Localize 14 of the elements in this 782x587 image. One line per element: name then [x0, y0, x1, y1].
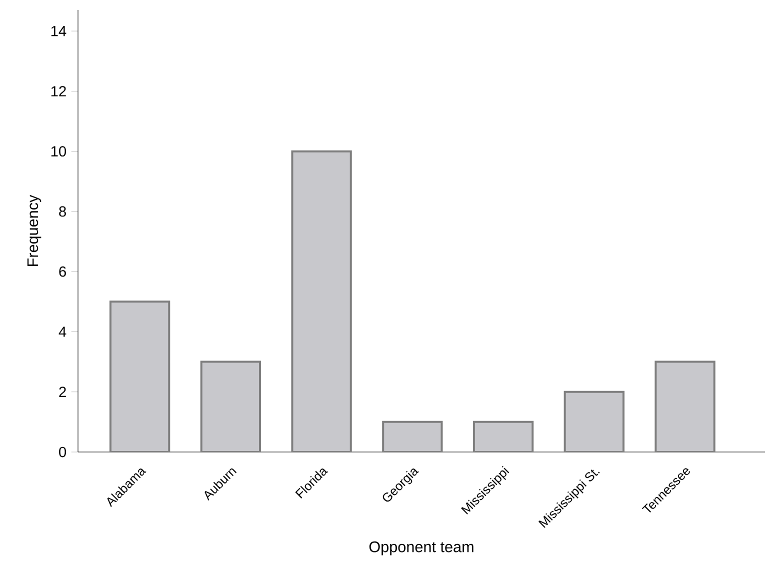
- y-tick-label: 14: [51, 26, 66, 36]
- y-tick-label: 2: [59, 386, 66, 397]
- bar: [291, 150, 352, 452]
- y-tick-label: 4: [58, 326, 66, 337]
- bar: [382, 420, 443, 452]
- y-tick-label: 6: [59, 266, 66, 277]
- y-tick-label: 8: [59, 206, 66, 217]
- x-axis-title: Opponent team: [369, 541, 474, 556]
- y-tick-label: 12: [51, 86, 66, 96]
- y-tick-label: 10: [51, 146, 66, 157]
- y-axis-title: Frequency: [27, 194, 42, 266]
- y-tick-label: 0: [59, 446, 66, 458]
- bar: [564, 390, 624, 452]
- bar: [654, 360, 716, 452]
